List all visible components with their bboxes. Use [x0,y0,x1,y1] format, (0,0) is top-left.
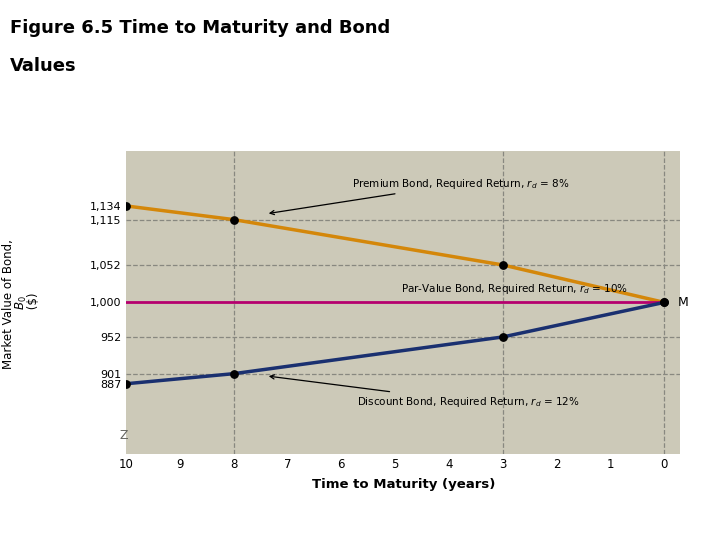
Text: Values: Values [10,57,77,75]
Text: ($): ($) [27,292,40,313]
Point [228,369,240,378]
Point [497,333,508,341]
Text: $B_0$: $B_0$ [14,295,29,310]
Text: Par-Value Bond, Required Return, $r_d$ = 10%: Par-Value Bond, Required Return, $r_d$ =… [400,282,628,296]
Text: Premium Bond, Required Return, $r_d$ = 8%: Premium Bond, Required Return, $r_d$ = 8… [270,177,570,214]
Text: Market Value of Bond,: Market Value of Bond, [2,235,15,369]
Text: Figure 6.5 Time to Maturity and Bond: Figure 6.5 Time to Maturity and Bond [10,19,390,37]
Point [659,298,670,307]
Point [497,261,508,269]
Point [120,380,132,388]
Text: Discount Bond, Required Return, $r_d$ = 12%: Discount Bond, Required Return, $r_d$ = … [270,375,580,409]
Text: 6-45: 6-45 [690,515,710,524]
Point [659,298,670,307]
Point [120,201,132,210]
X-axis label: Time to Maturity (years): Time to Maturity (years) [312,478,495,491]
Point [228,215,240,224]
Text: M: M [678,296,688,309]
Text: Copyright ©2015 Pearson Education, Inc. All rights reserved.: Copyright ©2015 Pearson Education, Inc. … [10,515,287,524]
Text: Z: Z [120,429,128,442]
